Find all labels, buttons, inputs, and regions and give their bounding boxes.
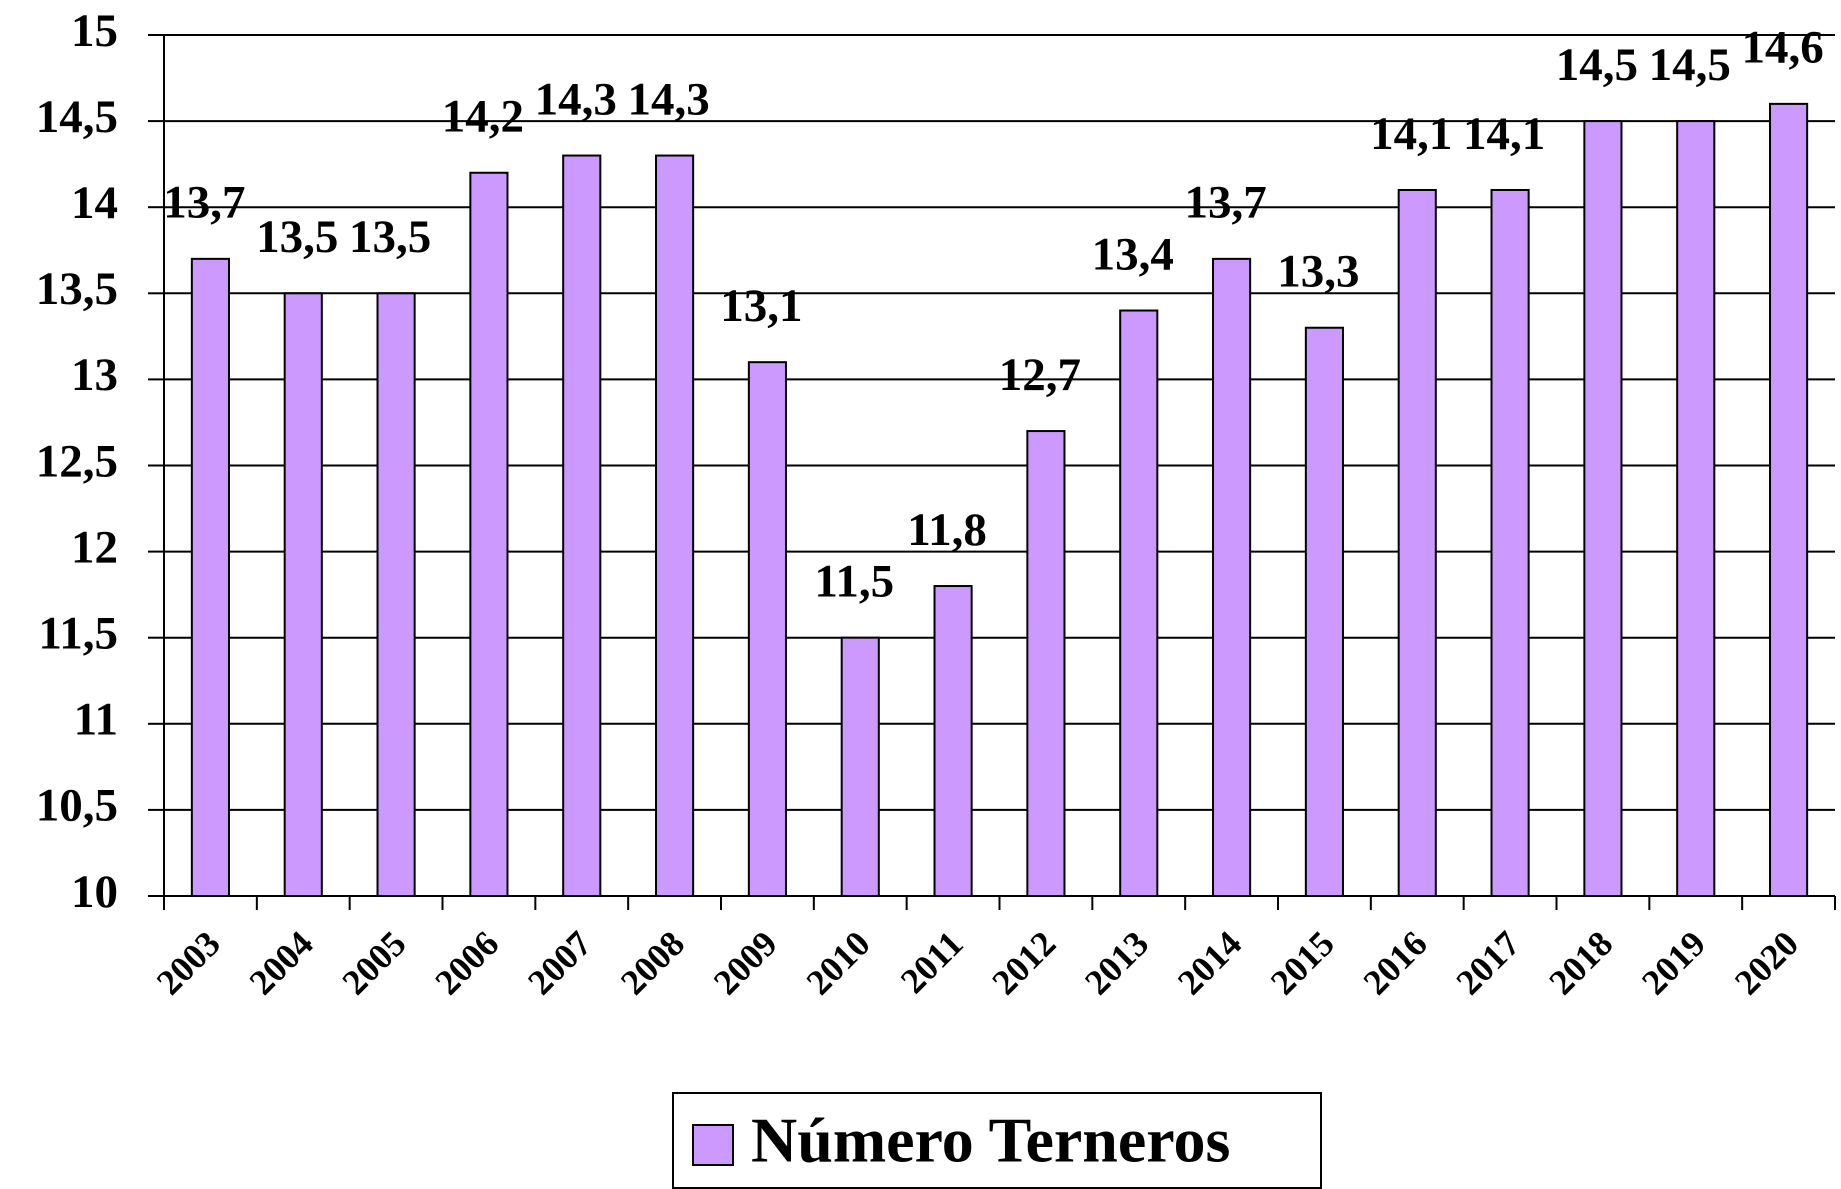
bar <box>747 361 787 897</box>
x-tick-label: 2008 <box>613 923 692 1002</box>
x-tick-label: 2005 <box>334 923 413 1002</box>
value-label: 14,1 <box>1370 108 1452 160</box>
value-label: 13,5 <box>349 211 431 263</box>
x-tick-label: 2020 <box>1727 923 1806 1002</box>
bar <box>190 257 230 897</box>
bar <box>1769 102 1809 897</box>
x-tick-label: 2006 <box>427 923 506 1002</box>
bar <box>1583 120 1623 898</box>
value-label: 11,5 <box>814 555 894 607</box>
legend-label: Número Terneros <box>751 1105 1230 1176</box>
bar <box>1304 326 1344 897</box>
y-tick-label: 11 <box>74 694 118 746</box>
y-tick-label: 12 <box>71 521 118 573</box>
value-label: 14,1 <box>1463 108 1545 160</box>
x-tick-label: 2004 <box>242 923 321 1002</box>
y-tick-label: 14 <box>71 177 118 229</box>
value-label: 14,2 <box>442 91 524 143</box>
value-label: 13,5 <box>256 211 338 263</box>
y-tick-label: 13,5 <box>36 263 118 315</box>
x-tick-label: 2013 <box>1077 923 1156 1002</box>
y-tick-label: 10,5 <box>36 780 118 832</box>
y-tick-label: 11,5 <box>38 607 118 659</box>
y-tick-label: 15 <box>71 5 118 57</box>
value-label: 12,7 <box>999 349 1081 401</box>
x-tick-label: 2018 <box>1541 923 1620 1002</box>
value-label: 14,5 <box>1649 39 1731 91</box>
x-tick-label: 2015 <box>1263 923 1342 1002</box>
x-tick-label: 2016 <box>1356 923 1435 1002</box>
bar <box>562 154 602 898</box>
bar <box>1397 188 1437 898</box>
bar <box>1490 188 1530 898</box>
x-tick-label: 2014 <box>1170 923 1249 1002</box>
bar <box>1676 120 1716 898</box>
bar <box>655 154 695 898</box>
value-label: 14,3 <box>627 73 709 125</box>
bar <box>1119 309 1159 897</box>
value-label: 14,5 <box>1556 39 1638 91</box>
value-label: 13,7 <box>1184 177 1266 229</box>
bar <box>1212 257 1252 897</box>
value-label: 13,3 <box>1277 246 1359 298</box>
x-tick-label: 2010 <box>799 923 878 1002</box>
y-tick-label: 12,5 <box>36 435 118 487</box>
bar <box>1026 430 1066 897</box>
bar <box>933 585 973 897</box>
value-label: 13,1 <box>720 280 802 332</box>
y-tick-label: 13 <box>71 349 118 401</box>
value-label: 11,8 <box>907 504 987 556</box>
bar <box>376 292 416 897</box>
y-tick-label: 10 <box>71 866 118 918</box>
y-tick-label: 14,5 <box>36 91 118 143</box>
x-tick-label: 2007 <box>520 923 599 1002</box>
value-label: 13,4 <box>1092 228 1174 280</box>
x-tick-label: 2012 <box>984 923 1063 1002</box>
x-tick-label: 2009 <box>706 923 785 1002</box>
bar <box>283 292 323 897</box>
value-label: 13,7 <box>163 177 245 229</box>
legend-box <box>672 1092 1322 1189</box>
bar <box>840 636 880 897</box>
value-label: 14,3 <box>535 73 617 125</box>
x-tick-label: 2019 <box>1634 923 1713 1002</box>
bar <box>469 171 509 897</box>
x-tick-label: 2017 <box>1448 923 1527 1002</box>
legend-swatch <box>692 1124 734 1166</box>
x-tick-label: 2003 <box>149 923 228 1002</box>
value-label: 14,6 <box>1741 22 1823 74</box>
x-tick-label: 2011 <box>893 923 971 1001</box>
